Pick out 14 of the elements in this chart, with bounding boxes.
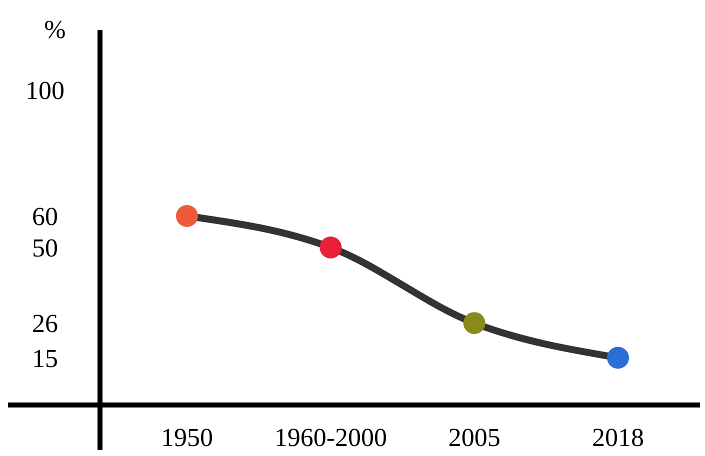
y-tick-label: 50 <box>32 234 58 263</box>
y-tick-label: 15 <box>32 344 58 373</box>
x-tick-label: 2018 <box>592 423 644 452</box>
y-tick-label: 100 <box>26 76 64 106</box>
point <box>176 205 198 227</box>
point <box>463 312 486 334</box>
point <box>607 346 629 369</box>
y-tick-label: 26 <box>32 309 58 338</box>
x-tick-label: 2005 <box>448 423 500 452</box>
y-axis-title: % <box>44 15 66 44</box>
x-tick-label: 1950 <box>161 423 213 452</box>
y-tick-label: 60 <box>32 202 58 232</box>
point <box>320 236 342 258</box>
x-tick-label: 1960-2000 <box>274 423 388 452</box>
